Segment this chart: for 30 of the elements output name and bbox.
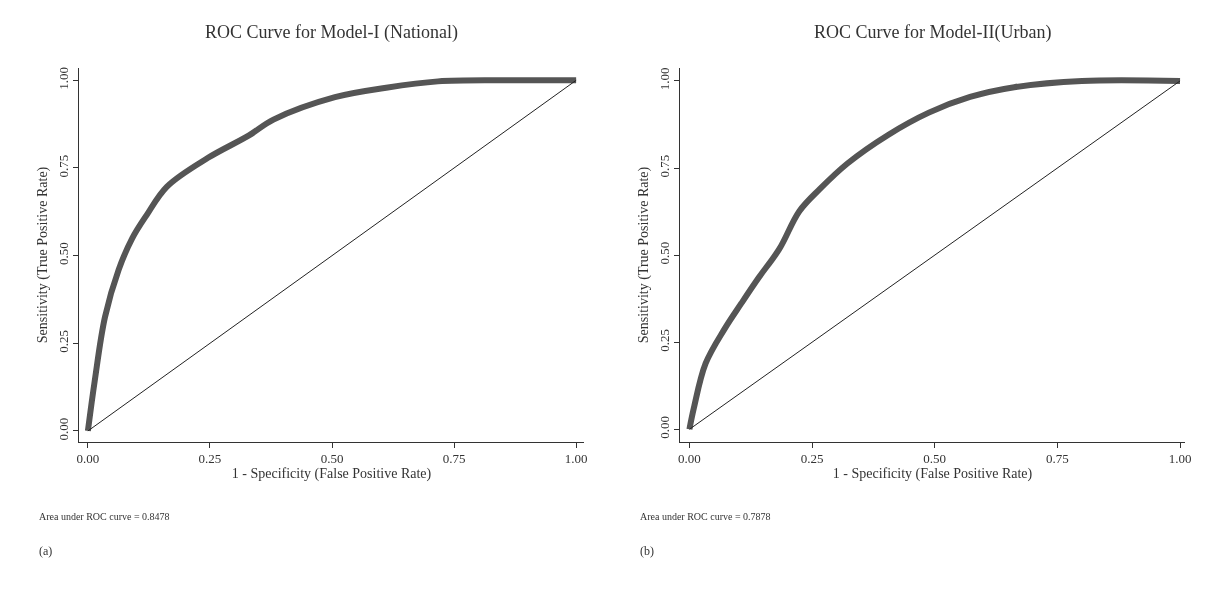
y-tick-label: 1.00 — [656, 67, 672, 91]
chart-title: ROC Curve for Model-I (National) — [205, 22, 458, 43]
x-tick-label: 0.00 — [678, 451, 701, 467]
y-tick-label: 0.00 — [55, 417, 71, 441]
y-tick-label: 0.25 — [656, 328, 672, 352]
x-axis-title: 1 - Specificity (False Positive Rate) — [832, 466, 1033, 483]
x-tick-label: 0.25 — [198, 451, 222, 467]
y-tick-label: 0.50 — [55, 242, 71, 266]
x-tick-label: 0.50 — [923, 451, 947, 467]
x-tick-label: 1.00 — [1168, 451, 1192, 467]
y-axis-title: Sensitivity (True Positive Rate) — [35, 166, 52, 344]
text: (b) — [640, 544, 654, 558]
text: (a) — [39, 544, 53, 558]
y-axis-title: Sensitivity (True Positive Rate) — [636, 166, 653, 344]
x-axis-title: 1 - Specificity (False Positive Rate) — [231, 466, 432, 483]
x-tick-label: 1.00 — [564, 451, 588, 467]
x-tick-label: 0.25 — [800, 451, 824, 467]
y-tick-label: 0.25 — [55, 329, 71, 353]
chart-title: ROC Curve for Model-II(Urban) — [814, 22, 1052, 43]
y-tick-label: 0.50 — [656, 241, 672, 265]
x-tick-label: 0.00 — [76, 451, 100, 467]
y-tick-label: 1.00 — [55, 67, 71, 90]
x-tick-label: 0.50 — [320, 451, 344, 467]
text: Area under ROC curve = 0.7878 — [640, 511, 771, 522]
x-tick-label: 0.75 — [442, 451, 466, 467]
y-tick-label: 0.00 — [656, 415, 672, 439]
text: Area under ROC curve = 0.8478 — [39, 511, 170, 522]
y-tick-label: 0.75 — [55, 154, 71, 178]
y-tick-label: 0.75 — [656, 154, 672, 178]
x-tick-label: 0.75 — [1046, 451, 1069, 467]
